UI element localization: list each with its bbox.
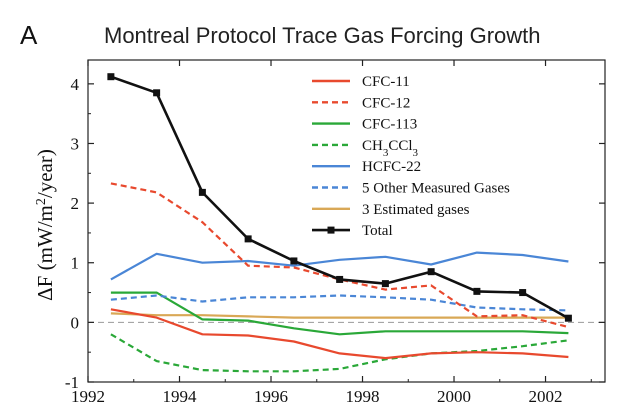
y-axis-title-part: 2 [34, 198, 49, 205]
x-axis: 1992 1994 1996 1998 2000 2002 [71, 60, 592, 406]
total-data-point [564, 314, 572, 322]
total-data-point [519, 289, 527, 297]
legend-label-part: CCl [388, 138, 412, 154]
panel-label: A [20, 20, 38, 50]
y-tick-label: -1 [65, 373, 79, 392]
legend-label-part: HCFC-22 [362, 159, 421, 175]
legend-label-part: 3 [383, 147, 389, 159]
legend-label-cfc-113: CFC-113 [362, 117, 417, 133]
total-data-point [336, 275, 344, 283]
legend-label-5-other-measured-gases: 5 Other Measured Gases [362, 181, 510, 197]
y-tick-label: 0 [71, 313, 80, 332]
series-line-ch3ccl3 [110, 333, 569, 373]
legend-label-part: CH [362, 138, 383, 154]
series-layer [107, 73, 572, 373]
total-data-point [244, 235, 252, 243]
series-line-cfc-113 [110, 291, 569, 336]
series-line-5-other-measured-gases [110, 294, 569, 312]
y-tick-label: 1 [71, 254, 80, 273]
total-data-point [107, 73, 115, 81]
y-tick-label: 4 [71, 75, 80, 94]
legend-marker-total [327, 226, 335, 234]
legend-label-ch3ccl3: CH3CCl3 [362, 138, 419, 159]
series-line-hcfc-22 [110, 251, 569, 281]
legend-label-part: 3 Estimated gases [362, 202, 470, 218]
legend-label-3-estimated-gases: 3 Estimated gases [362, 202, 470, 218]
legend-label-part: CFC-11 [362, 74, 410, 90]
total-data-point [153, 89, 161, 97]
legend-label-hcfc-22: HCFC-22 [362, 159, 421, 175]
legend-label-part: Total [362, 223, 393, 239]
y-axis: -1 0 1 2 3 4 [65, 75, 605, 392]
x-tick-label: 1992 [71, 387, 105, 406]
x-tick-label: 2000 [437, 387, 471, 406]
legend-label-part: 3 [413, 147, 419, 159]
series-line-cfc-12 [110, 182, 569, 329]
plot-frame [87, 59, 606, 383]
series-line-cfc-11 [110, 308, 569, 360]
x-tick-label: 1996 [254, 387, 288, 406]
y-tick-label: 3 [71, 134, 80, 153]
legend-label-total: Total [362, 223, 393, 239]
x-tick-label: 1998 [346, 387, 380, 406]
y-axis-title-part: /year) [33, 149, 57, 198]
series-line-3-estimated-gases [110, 312, 569, 319]
y-axis-title: ΔF (mW/m2/year) [33, 149, 57, 301]
total-data-point [381, 280, 389, 288]
legend-label-part: 5 Other Measured Gases [362, 181, 510, 197]
x-tick-label: 2002 [529, 387, 563, 406]
total-data-point [198, 188, 206, 196]
x-tick-label: 1994 [163, 387, 198, 406]
total-data-point [290, 257, 298, 265]
legend-label-part: CFC-12 [362, 95, 410, 111]
legend-label-part: CFC-113 [362, 117, 417, 133]
legend-label-cfc-12: CFC-12 [362, 95, 410, 111]
total-data-point [473, 287, 481, 295]
total-data-point [427, 268, 435, 276]
chart-title: Montreal Protocol Trace Gas Forcing Grow… [104, 23, 541, 48]
legend-label-cfc-11: CFC-11 [362, 74, 410, 90]
y-tick-label: 2 [71, 194, 80, 213]
y-axis-title-part: ΔF (mW/m [33, 205, 57, 301]
